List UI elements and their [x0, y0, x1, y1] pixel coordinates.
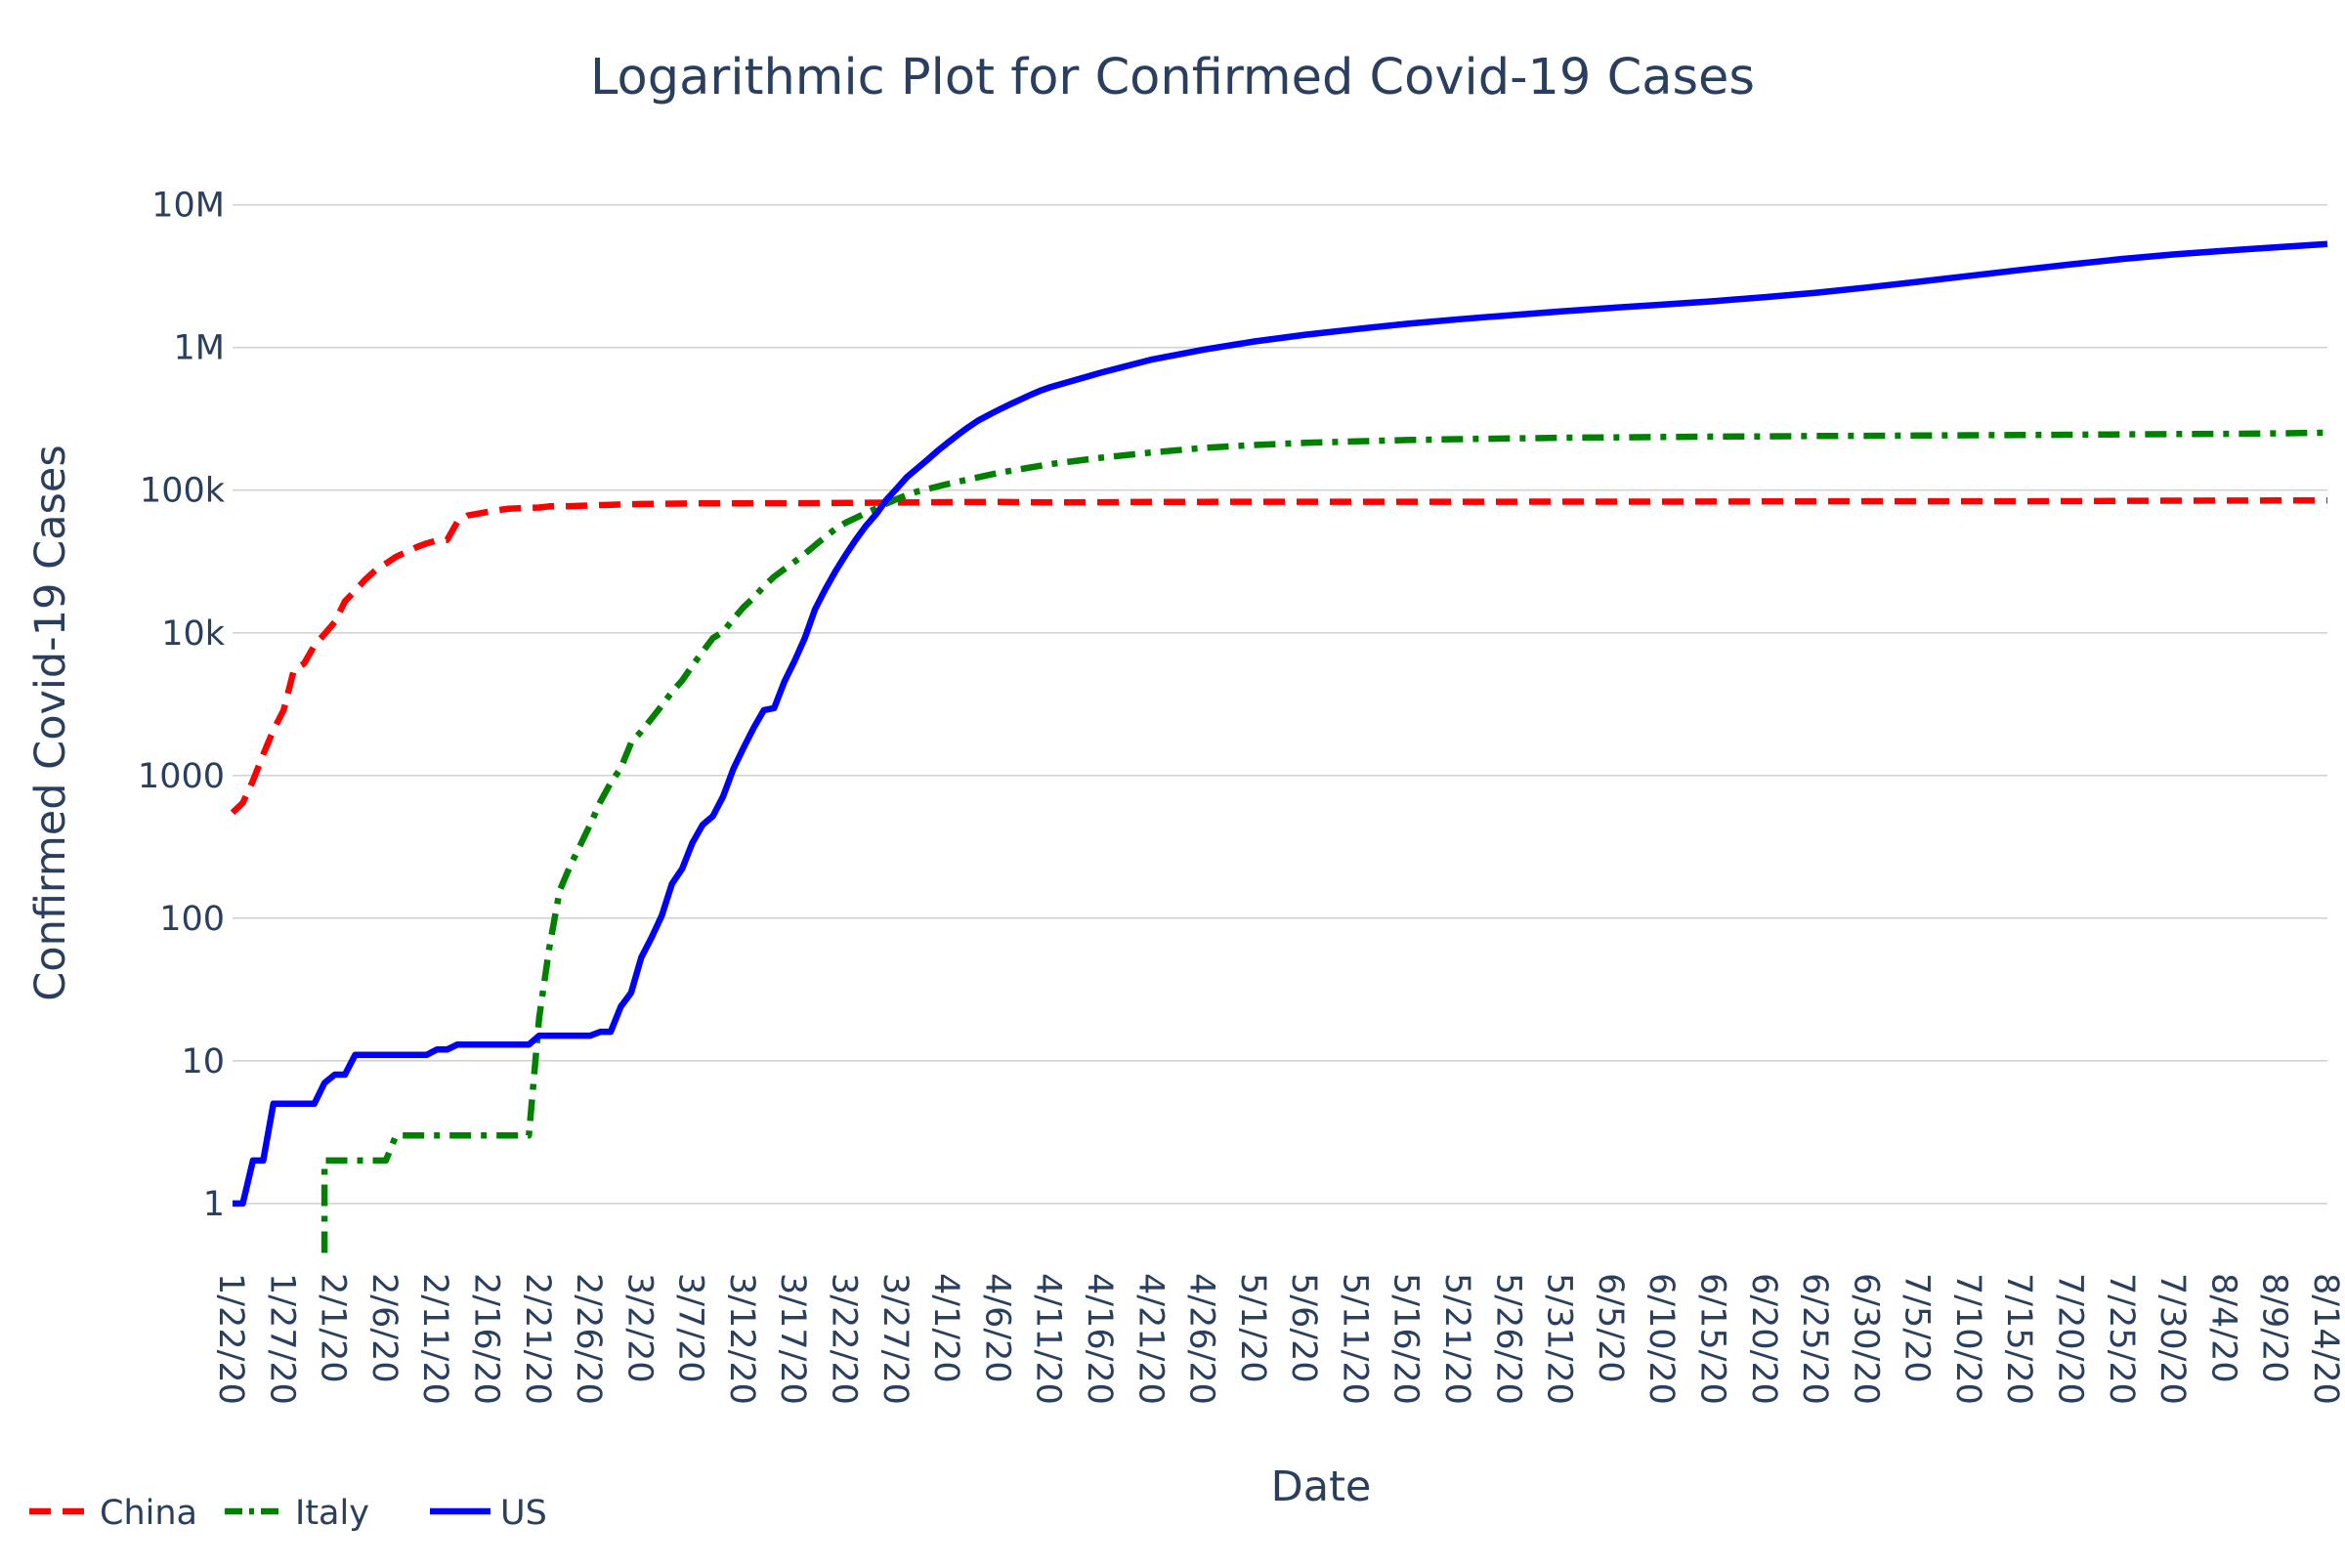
x-tick-label: 3/2/20	[619, 1273, 659, 1383]
x-tick-label: 5/11/20	[1335, 1273, 1374, 1405]
y-tick-label: 10	[181, 1042, 225, 1081]
x-tick-label: 3/17/20	[773, 1273, 812, 1405]
x-tick-label: 2/16/20	[466, 1273, 505, 1405]
x-tick-label: 7/5/20	[1897, 1273, 1937, 1383]
series-line-italy	[320, 429, 2328, 1253]
x-tick-label: 6/25/20	[1795, 1273, 1834, 1405]
y-tick-label: 1000	[138, 757, 225, 796]
y-axis-title: Confirmed Covid-19 Cases	[26, 445, 75, 1000]
legend-label-us[interactable]: US	[500, 1494, 547, 1533]
x-tick-label: 8/14/20	[2306, 1273, 2345, 1405]
x-tick-label: 4/11/20	[1029, 1273, 1068, 1405]
x-tick-label: 6/20/20	[1744, 1273, 1783, 1405]
x-tick-label: 1/22/20	[211, 1273, 250, 1405]
x-axis-ticks: 1/22/20 1/27/20 2/1/20 2/6/20 2/11/20 2/16/20…	[211, 1273, 2345, 1405]
series-line-china	[230, 496, 2328, 816]
x-tick-label: 3/22/20	[825, 1273, 864, 1405]
y-axis-ticks: 1 10 100 1000 10k 100k 1M 10M	[138, 187, 226, 1224]
x-tick-label: 6/15/20	[1692, 1273, 1731, 1405]
y-tick-label: 1	[203, 1185, 225, 1224]
x-tick-label: 8/9/20	[2255, 1273, 2294, 1383]
x-tick-label: 4/1/20	[926, 1273, 965, 1383]
x-tick-label: 5/1/20	[1233, 1273, 1272, 1383]
x-tick-label: 6/30/20	[1846, 1273, 1885, 1405]
x-tick-label: 7/10/20	[1948, 1273, 1987, 1405]
legend-label-china[interactable]: China	[100, 1494, 197, 1533]
x-tick-label: 4/6/20	[977, 1273, 1016, 1383]
legend: China Italy US	[29, 1494, 547, 1533]
series-line-us	[233, 240, 2328, 1208]
x-tick-label: 3/7/20	[671, 1273, 710, 1383]
chart-title: Logarithmic Plot for Confirmed Covid-19 …	[590, 49, 1755, 106]
y-tick-label: 10M	[151, 187, 225, 226]
x-tick-label: 4/21/20	[1130, 1273, 1170, 1405]
y-tick-label: 10k	[161, 614, 226, 654]
series-lines	[230, 240, 2328, 1253]
x-tick-label: 3/12/20	[722, 1273, 761, 1405]
x-tick-label: 5/26/20	[1488, 1273, 1527, 1405]
x-tick-label: 2/6/20	[364, 1273, 404, 1383]
x-tick-label: 4/26/20	[1182, 1273, 1221, 1405]
gridlines	[233, 203, 2327, 1205]
x-tick-label: 7/15/20	[1999, 1273, 2038, 1405]
x-tick-label: 7/25/20	[2102, 1273, 2141, 1405]
x-tick-label: 5/31/20	[1540, 1273, 1579, 1405]
x-tick-label: 2/26/20	[569, 1273, 608, 1405]
x-tick-label: 6/5/20	[1591, 1273, 1630, 1383]
y-tick-label: 100k	[140, 472, 226, 511]
x-tick-label: 5/6/20	[1284, 1273, 1323, 1383]
x-tick-label: 3/27/20	[875, 1273, 915, 1405]
x-tick-label: 8/4/20	[2203, 1273, 2242, 1383]
x-tick-label: 2/1/20	[314, 1273, 353, 1383]
x-tick-label: 2/11/20	[415, 1273, 454, 1405]
y-tick-label: 1M	[174, 329, 225, 368]
x-tick-label: 1/27/20	[262, 1273, 301, 1405]
x-tick-label: 4/16/20	[1080, 1273, 1119, 1405]
x-tick-label: 2/21/20	[518, 1273, 557, 1405]
x-tick-label: 5/16/20	[1386, 1273, 1426, 1405]
x-tick-label: 5/21/20	[1437, 1273, 1476, 1405]
legend-label-italy[interactable]: Italy	[295, 1494, 369, 1533]
y-tick-label: 100	[159, 900, 225, 939]
x-tick-label: 7/20/20	[2051, 1273, 2090, 1405]
x-tick-label: 6/10/20	[1642, 1273, 1681, 1405]
x-axis-title: Date	[1271, 1462, 1372, 1511]
x-tick-label: 7/30/20	[2153, 1273, 2192, 1405]
